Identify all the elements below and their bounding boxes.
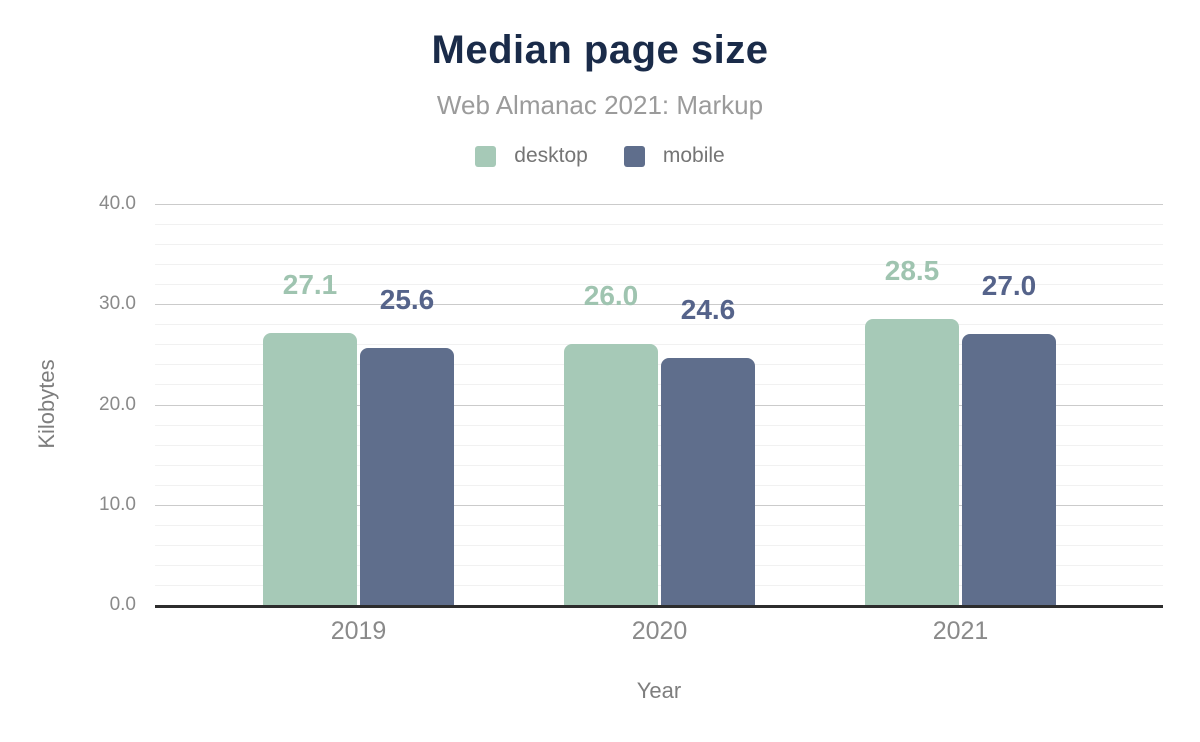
bar-value-label-desktop-2019: 27.1 (282, 269, 338, 301)
x-tick-label-2019: 2019 (330, 617, 387, 645)
gridline-minor-24 (155, 364, 1163, 366)
legend-label-mobile: mobile (662, 144, 725, 167)
bar-value-label-mobile-2019: 25.6 (379, 284, 435, 316)
gridline-minor-14 (155, 464, 1163, 466)
bar-mobile-2020[interactable] (661, 358, 755, 605)
gridline-minor-38 (155, 224, 1163, 226)
gridline-minor-2 (155, 584, 1163, 586)
x-tick-label-2020: 2020 (631, 617, 688, 645)
gridline-minor-6 (155, 544, 1163, 546)
y-tick-label-0.0: 0.0 (109, 594, 136, 615)
gridline-major-30 (155, 304, 1163, 306)
legend: desktop mobile (0, 142, 1200, 170)
x-tick-label-2021: 2021 (932, 617, 989, 645)
gridline-minor-22 (155, 384, 1163, 386)
y-axis-title: Kilobytes (34, 359, 59, 449)
gridline-minor-28 (155, 324, 1163, 326)
bar-value-label-desktop-2021: 28.5 (884, 255, 940, 287)
bar-value-label-desktop-2020: 26.0 (583, 280, 639, 312)
gridline-major-40 (155, 204, 1163, 205)
y-tick-label-20.0: 20.0 (99, 393, 136, 415)
legend-label-desktop: desktop (514, 144, 588, 167)
y-tick-label-10.0: 10.0 (99, 493, 136, 515)
bar-desktop-2021[interactable] (865, 319, 959, 605)
y-tick-label-30.0: 30.0 (99, 293, 136, 315)
gridline-minor-16 (155, 444, 1163, 446)
legend-item-desktop[interactable]: desktop (475, 144, 588, 168)
bar-value-label-mobile-2021: 27.0 (981, 270, 1037, 302)
bar-desktop-2019[interactable] (263, 333, 357, 605)
bar-mobile-2021[interactable] (962, 334, 1056, 605)
legend-swatch-mobile (623, 145, 645, 167)
gridline-minor-36 (155, 244, 1163, 246)
legend-item-mobile[interactable]: mobile (623, 144, 725, 168)
bar-value-label-mobile-2020: 24.6 (680, 294, 736, 326)
gridline-minor-12 (155, 484, 1163, 486)
x-axis-line (155, 605, 1163, 608)
gridline-minor-4 (155, 564, 1163, 566)
bar-mobile-2019[interactable] (360, 348, 454, 605)
gridline-minor-8 (155, 524, 1163, 526)
gridline-major-20 (155, 404, 1163, 406)
legend-swatch-desktop (475, 145, 497, 167)
x-axis-title: Year (636, 678, 682, 703)
gridline-minor-26 (155, 344, 1163, 346)
gridline-minor-34 (155, 264, 1163, 266)
bar-desktop-2020[interactable] (564, 344, 658, 605)
chart-subtitle: Web Almanac 2021: Markup (436, 90, 764, 120)
gridline-major-10 (155, 504, 1163, 506)
y-tick-label-40.0: 40.0 (99, 193, 136, 214)
gridline-minor-18 (155, 424, 1163, 426)
gridline-minor-32 (155, 284, 1163, 286)
chart-title: Median page size (431, 28, 769, 72)
